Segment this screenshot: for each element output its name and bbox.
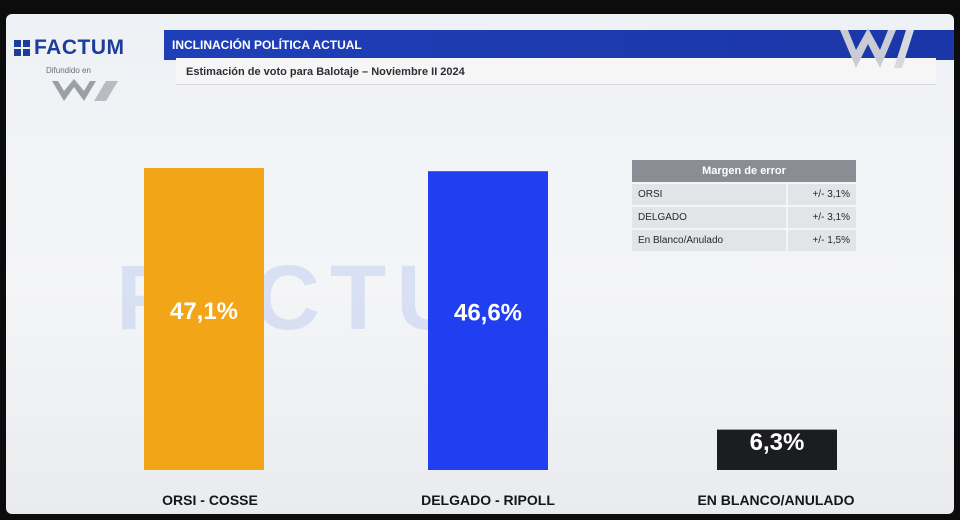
error-row: DELGADO +/- 3,1%: [632, 205, 856, 229]
brand-area: FACTUM Difundido en: [14, 36, 154, 136]
error-row: ORSI +/- 3,1%: [632, 182, 856, 206]
bar-blanco: [717, 429, 837, 470]
tv-screen: FACTUM FACTUM Difundido en INCLINACIÓN P…: [6, 14, 954, 514]
error-row: En Blanco/Anulado +/- 1,5%: [632, 228, 856, 251]
bar-chart: 47,1% 46,6% 6,3%: [144, 168, 837, 471]
error-row-label: DELGADO: [632, 205, 787, 229]
channel-w-icon: [52, 79, 118, 101]
bar-value-label: 6,3%: [750, 429, 805, 456]
error-row-value: +/- 3,1%: [786, 205, 856, 229]
bar-value-label: 47,1%: [170, 298, 238, 325]
brand-name: FACTUM: [34, 36, 125, 59]
category-label-delgado: DELGADO - RIPOLL: [421, 492, 555, 508]
subtitle-box: Estimación de voto para Balotaje – Novie…: [176, 58, 936, 85]
bar-value-label: 46,6%: [454, 300, 522, 327]
bar-delgado: [428, 171, 548, 471]
page-title: INCLINACIÓN POLÍTICA ACTUAL: [172, 38, 362, 52]
factum-logo: FACTUM: [14, 36, 154, 60]
channel-logo-icon: [840, 28, 914, 68]
error-margin-table: Margen de error ORSI +/- 3,1% DELGADO +/…: [632, 160, 856, 251]
category-label-blanco: EN BLANCO/ANULADO: [697, 492, 855, 508]
chart-subtitle: Estimación de voto para Balotaje – Novie…: [186, 66, 465, 78]
error-table-title: Margen de error: [632, 160, 856, 183]
error-row-value: +/- 1,5%: [786, 228, 856, 251]
factum-mark-icon: [14, 40, 30, 56]
brand-sub: Difundido en: [46, 66, 91, 75]
bar-orsi: [144, 168, 264, 470]
header-bar: INCLINACIÓN POLÍTICA ACTUAL: [164, 30, 954, 60]
error-row-label: ORSI: [632, 182, 787, 206]
category-label-orsi: ORSI - COSSE: [162, 492, 258, 508]
error-row-label: En Blanco/Anulado: [632, 228, 787, 251]
error-row-value: +/- 3,1%: [786, 182, 856, 206]
